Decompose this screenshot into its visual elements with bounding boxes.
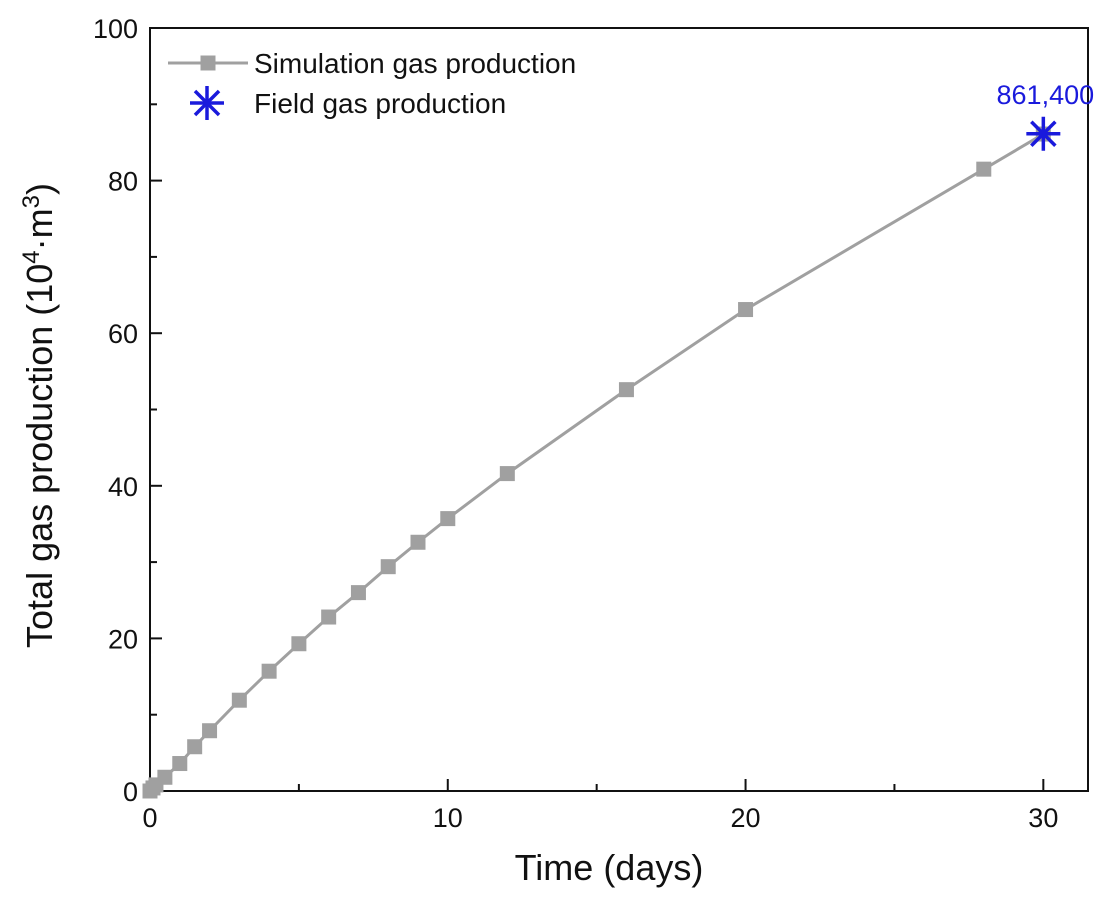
x-tick-label: 20 — [731, 803, 761, 833]
series-point — [976, 161, 992, 177]
series-point — [157, 769, 173, 785]
series-point — [202, 723, 218, 739]
x-tick-label: 10 — [433, 803, 463, 833]
y-axis-title: Total gas production (104·m3) — [18, 183, 61, 648]
x-tick-label: 30 — [1028, 803, 1058, 833]
series-line — [148, 132, 1045, 793]
y-tick-label: 60 — [108, 319, 138, 349]
point-annotation: 861,400 — [997, 80, 1095, 110]
series-point — [618, 382, 634, 398]
legend-label: Field gas production — [254, 88, 506, 119]
series-point — [231, 692, 247, 708]
plot-frame — [149, 27, 1089, 792]
series-point — [499, 466, 515, 482]
y-tick-label: 100 — [93, 14, 138, 44]
x-tick-label: 0 — [142, 803, 157, 833]
series-point — [738, 302, 754, 318]
series-point — [291, 636, 307, 652]
y-tick-label: 0 — [123, 777, 138, 807]
series-point — [410, 534, 426, 550]
y-axis-title-mid: ·m — [19, 208, 60, 250]
series-point — [321, 609, 337, 625]
y-tick-label: 20 — [108, 624, 138, 654]
y-axis-title-sup2: 3 — [18, 195, 45, 208]
series-point — [261, 663, 277, 679]
field-point-marker — [1026, 116, 1061, 151]
x-axis-title: Time (days) — [515, 847, 704, 888]
y-tick-label: 80 — [108, 167, 138, 197]
y-tick-label: 40 — [108, 472, 138, 502]
y-axis-title-sup1: 4 — [18, 250, 45, 263]
legend-square-marker — [200, 55, 216, 71]
series-point — [350, 585, 366, 601]
axes — [149, 27, 1089, 792]
ticks: 0 10 20 30 0 20 40 60 80 100 — [93, 14, 1058, 833]
series-point — [440, 511, 456, 527]
legend: Simulation gas production Field gas produ… — [168, 48, 576, 120]
legend-label: Simulation gas production — [254, 48, 576, 79]
series-layer: 861,400 — [142, 80, 1095, 799]
y-axis-title-prefix: Total gas production (10 — [19, 264, 60, 648]
series-point — [380, 559, 396, 575]
series-point — [172, 756, 188, 772]
y-axis-title-suffix: ) — [19, 183, 60, 195]
series-point — [187, 739, 203, 755]
legend-asterisk-marker — [190, 86, 224, 120]
